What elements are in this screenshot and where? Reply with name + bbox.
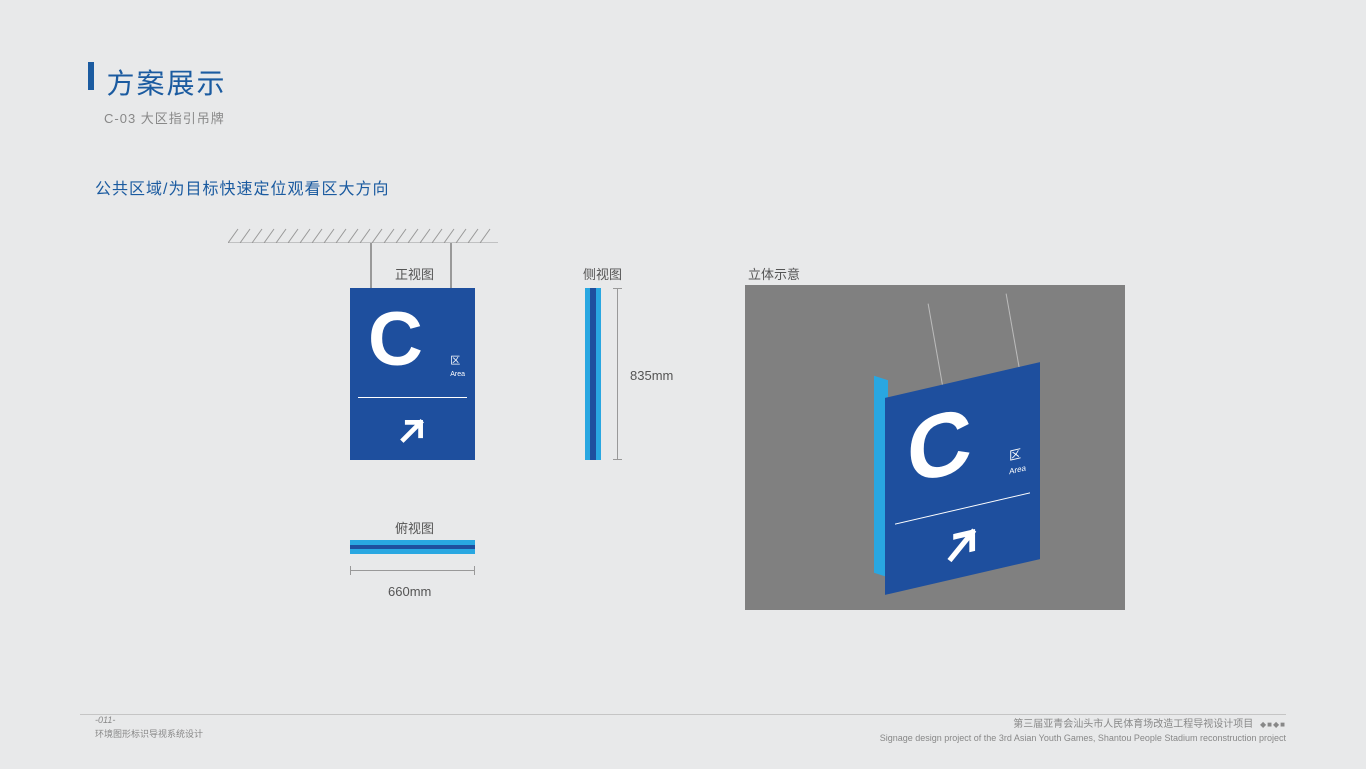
hanging-rod <box>450 243 452 288</box>
label-front-view: 正视图 <box>395 264 434 283</box>
sign-arrow <box>350 400 475 460</box>
dimension-height-label: 835mm <box>630 368 673 383</box>
footer-deco-icon: ◆■◆■ <box>1260 719 1286 731</box>
label-side-view: 侧视图 <box>583 264 622 283</box>
sign-zone-label-3d: 区 Area <box>1009 445 1026 478</box>
description-text: 公共区域/为目标快速定位观看区大方向 <box>95 175 389 199</box>
zone-cn-3d: 区 <box>1009 446 1021 463</box>
sign-divider <box>358 397 467 398</box>
footer-right-block: 第三届亚青会汕头市人民体育场改造工程导视设计项目 ◆■◆■ Signage de… <box>880 717 1286 746</box>
sign-letter: C <box>368 296 423 383</box>
hanging-rod-3d <box>1006 294 1022 378</box>
page-title: 方案展示 <box>106 62 226 102</box>
zone-en-3d: Area <box>1009 464 1026 477</box>
hanging-rod <box>370 243 372 288</box>
zone-cn: 区 <box>450 356 460 367</box>
arrow-up-right-icon <box>940 516 986 573</box>
footer-right-cn: 第三届亚青会汕头市人民体育场改造工程导视设计项目 ◆■◆■ <box>880 717 1286 732</box>
zone-en: Area <box>450 371 465 378</box>
sign-3d-front-face: C 区 Area <box>885 362 1040 595</box>
sign-side-view <box>585 288 601 460</box>
footer-right-en: Signage design project of the 3rd Asian … <box>880 732 1286 746</box>
title-accent-bar <box>88 62 94 90</box>
dimension-line-width <box>350 570 475 571</box>
arrow-up-right-icon <box>394 411 432 449</box>
sign-zone-label: 区 Area <box>450 356 465 380</box>
page-subtitle: C-03 大区指引吊牌 <box>104 108 226 127</box>
sign-3d-view: C 区 Area <box>885 362 1040 595</box>
sign-top-view <box>350 540 475 554</box>
label-top-view: 俯视图 <box>395 518 434 537</box>
page-number: -011- <box>95 714 203 728</box>
dimension-line-height <box>617 288 618 460</box>
hanging-rod-3d <box>928 304 944 388</box>
ceiling-hatching <box>228 225 498 243</box>
perspective-panel: C 区 Area <box>745 285 1125 610</box>
header-block: 方案展示 C-03 大区指引吊牌 <box>88 62 226 127</box>
sign-letter-3d: C <box>907 388 972 506</box>
label-3d-view: 立体示意 <box>748 264 800 283</box>
footer-divider <box>80 714 1286 715</box>
footer-left-sub: 环境图形标识导视系统设计 <box>95 728 203 742</box>
footer-left-block: -011- 环境图形标识导视系统设计 <box>95 714 203 741</box>
dimension-width-label: 660mm <box>388 584 431 599</box>
sign-front-view: C 区 Area <box>350 288 475 460</box>
